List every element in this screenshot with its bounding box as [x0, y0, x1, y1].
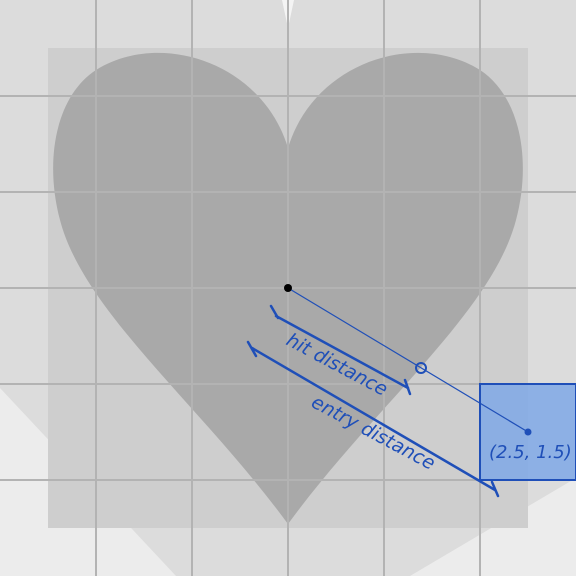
hit-distance-tick-end: [403, 378, 412, 396]
entry-distance-line: [250, 346, 497, 492]
target-dot: [524, 428, 532, 436]
hit-distance-line: [274, 314, 410, 390]
entry-distance-tick-end: [490, 480, 500, 498]
hit-distance-tick-start: [269, 304, 280, 320]
hit-distance-bracket: [269, 304, 412, 396]
target-cell-highlight: [479, 383, 576, 481]
entry-distance-bracket: [246, 340, 500, 498]
entry-distance-tick-start: [246, 340, 258, 358]
target-cell-label: (2.5, 1.5): [489, 442, 572, 463]
origin-dot: [284, 284, 292, 292]
ray-line: [287, 287, 529, 433]
hit-circle-marker: [415, 362, 427, 374]
